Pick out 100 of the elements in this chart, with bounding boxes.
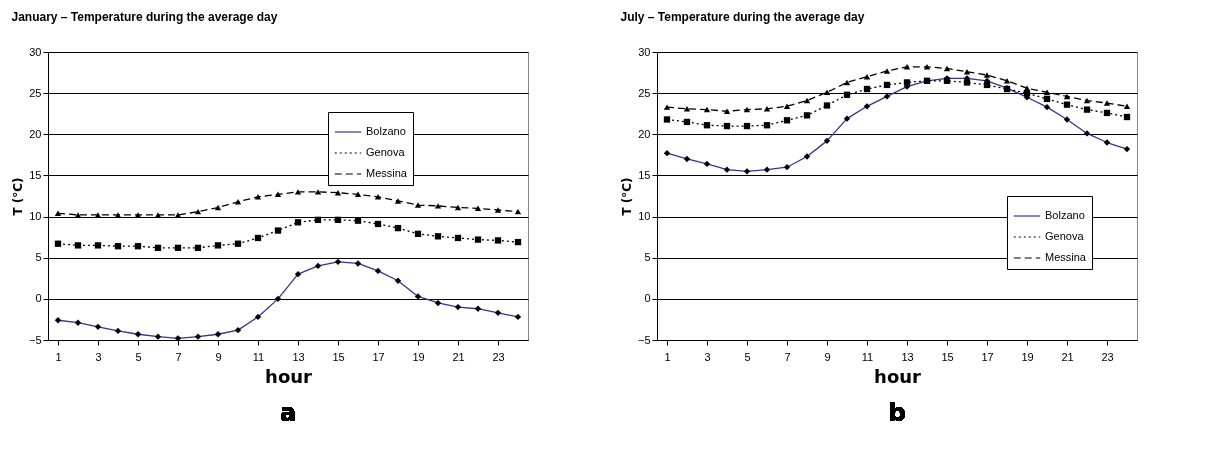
x-tick-label: 9 xyxy=(824,350,831,363)
x-tick-label: 7 xyxy=(784,350,791,363)
point xyxy=(843,91,851,98)
point xyxy=(314,189,322,195)
x-axis-title: hour xyxy=(265,365,313,387)
legend-label: Bolzano xyxy=(1045,209,1085,221)
y-tick-label: 0 xyxy=(35,292,42,305)
y-tick-label: −5 xyxy=(637,333,651,346)
point xyxy=(1103,109,1111,117)
point xyxy=(803,112,811,119)
y-tick-label: 10 xyxy=(638,210,651,223)
x-tick-label: 13 xyxy=(292,350,305,363)
point xyxy=(294,219,302,226)
chart-title: July – Temperature during the average day xyxy=(620,10,865,24)
point xyxy=(1083,106,1091,113)
chart-title: January – Temperature during the average day xyxy=(11,10,278,24)
y-axis-title: T (°C) xyxy=(10,177,25,216)
point xyxy=(214,204,222,211)
point xyxy=(454,234,462,242)
x-tick-label: 11 xyxy=(252,350,265,363)
x-tick-label: 21 xyxy=(1061,350,1074,363)
point xyxy=(963,79,971,86)
point xyxy=(943,65,951,72)
x-tick-label: 23 xyxy=(492,350,505,363)
point xyxy=(474,236,482,243)
point xyxy=(314,216,322,224)
point xyxy=(903,64,911,70)
y-tick-label: 15 xyxy=(29,168,42,181)
point xyxy=(783,117,791,124)
y-tick-label: 15 xyxy=(638,168,651,181)
point xyxy=(823,89,831,96)
point xyxy=(494,207,502,213)
point xyxy=(274,191,282,198)
point xyxy=(743,122,751,130)
point xyxy=(434,203,442,209)
y-tick-label: 30 xyxy=(29,45,42,58)
y-tick-label: 25 xyxy=(29,86,42,99)
point xyxy=(394,224,402,232)
point xyxy=(683,106,691,112)
point xyxy=(983,72,991,78)
point xyxy=(683,118,691,126)
point xyxy=(923,64,931,70)
x-tick-label: 11 xyxy=(861,350,874,363)
point xyxy=(1043,89,1051,96)
y-tick-label: 25 xyxy=(638,86,651,99)
point xyxy=(803,97,811,104)
point xyxy=(214,242,222,249)
point xyxy=(663,116,671,123)
point xyxy=(1123,113,1131,121)
x-tick-label: 3 xyxy=(704,350,711,363)
point xyxy=(1103,100,1111,106)
x-tick-label: 17 xyxy=(372,350,385,363)
x-tick-label: 9 xyxy=(215,350,222,363)
point xyxy=(1123,103,1131,110)
y-axis-title: T (°C) xyxy=(619,177,634,216)
x-tick-label: 19 xyxy=(1021,350,1034,363)
x-tick-label: 15 xyxy=(941,350,954,363)
legend-label: Genova xyxy=(366,146,406,158)
x-tick-label: 23 xyxy=(1101,350,1114,363)
y-tick-label: 0 xyxy=(644,292,651,305)
point xyxy=(294,189,302,195)
point xyxy=(1023,85,1031,91)
point xyxy=(1003,78,1011,84)
point xyxy=(883,81,891,89)
point xyxy=(374,220,382,228)
y-tick-label: 10 xyxy=(29,210,42,223)
point xyxy=(234,240,242,247)
point xyxy=(663,104,671,110)
point xyxy=(703,122,711,129)
legend-label: Bolzano xyxy=(366,125,406,137)
point xyxy=(94,242,102,249)
y-tick-label: 20 xyxy=(638,127,651,140)
text: b xyxy=(888,399,906,427)
point xyxy=(723,108,731,114)
point xyxy=(354,217,362,224)
y-tick-label: 30 xyxy=(638,45,651,58)
point xyxy=(254,194,262,200)
point xyxy=(763,106,771,112)
point xyxy=(454,204,462,211)
point xyxy=(134,212,142,218)
point xyxy=(1063,93,1071,100)
x-tick-label: 5 xyxy=(135,350,142,363)
x-tick-label: 15 xyxy=(332,350,345,363)
point xyxy=(194,244,202,251)
point xyxy=(154,212,162,218)
point xyxy=(274,227,282,234)
point xyxy=(94,212,102,218)
point xyxy=(723,122,731,130)
point xyxy=(1063,101,1071,108)
x-tick-label: 3 xyxy=(95,350,102,363)
point xyxy=(1083,97,1091,104)
point xyxy=(1043,95,1051,103)
legend-label: Messina xyxy=(366,167,408,179)
point xyxy=(174,244,182,251)
point xyxy=(394,198,402,204)
point xyxy=(74,242,82,249)
point xyxy=(494,237,502,244)
point xyxy=(783,103,791,110)
x-tick-label: 5 xyxy=(744,350,751,363)
x-tick-label: 17 xyxy=(981,350,994,363)
